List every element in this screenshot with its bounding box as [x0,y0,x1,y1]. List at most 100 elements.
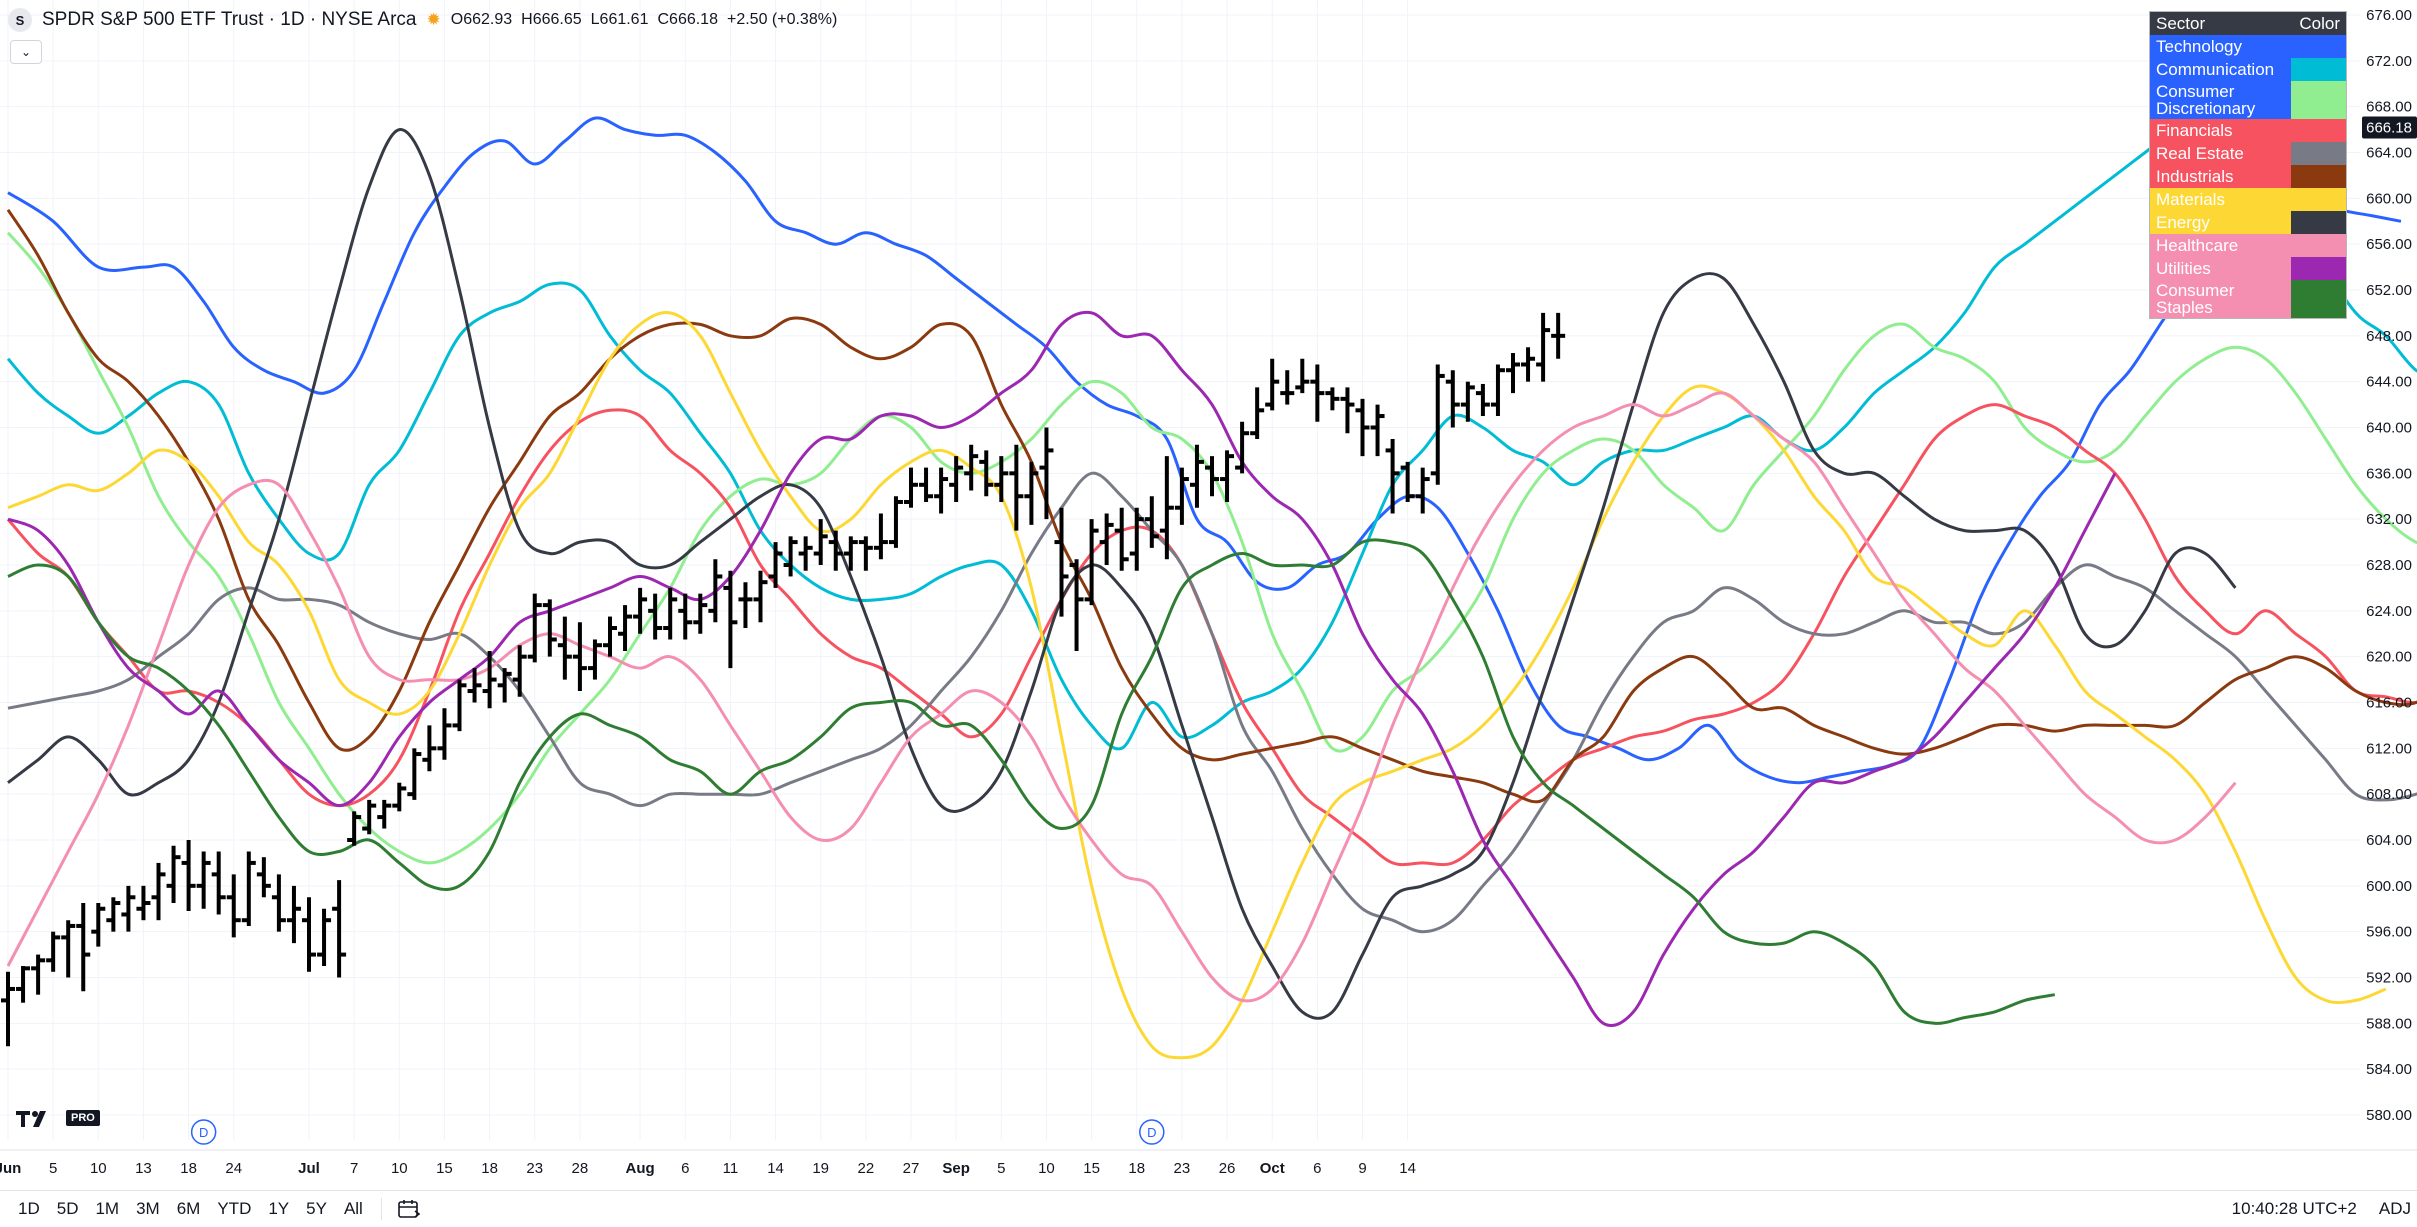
timeframe-button-all[interactable]: All [343,1199,363,1218]
calendar-goto-icon[interactable] [396,1198,422,1220]
time-axis[interactable]: Jun 5 10 13 18 24 Jul 7 10 15 18 23 28 Aug 6 11 14 19 22 27… [0,1149,2417,1177]
price-axis[interactable]: 580.00 584.00 588.00 592.00 596.00 600.00 604.… [2362,7,2417,1124]
legend-sector-label: Industrials [2156,167,2234,186]
market-session-icon[interactable]: ✹ [426,10,441,29]
bottom-right-status: 10:40:28 UTC+2 ADJ [2232,1191,2417,1227]
ohlc-bar [392,782,407,812]
ohlc-bar [1521,347,1536,382]
time-tick-label: 24 [225,1160,242,1177]
time-tick-label: Sep [942,1160,970,1177]
ohlc-bar [1235,421,1250,474]
price-tick-label: 604.00 [2366,832,2412,849]
time-tick-label: 15 [436,1160,453,1177]
ohlc-bar [919,467,934,502]
low-value: L661.61 [590,11,649,28]
ohlc-bar [1205,456,1219,497]
last-price-badge [2362,116,2417,139]
sector-line-industrials [6,208,2417,804]
timeframe-button-1m[interactable]: 1M [95,1199,120,1218]
last-price-label[interactable]: 666.18 [2362,116,2417,139]
symbol-logo[interactable]: S [8,8,32,32]
chevron-down-icon: ⌄ [20,45,32,59]
ohlc-bar [271,874,286,932]
adj-toggle[interactable]: ADJ [2378,1199,2411,1218]
legend-row: Utilities [2150,257,2346,280]
ohlc-bar [693,593,708,634]
price-tick-label: 600.00 [2366,878,2412,895]
ohlc-bar [347,811,362,846]
legend-row: Consumer Discretionary [2150,81,2346,119]
legend-sector-label: Materials [2156,190,2225,209]
collapse-legend-button[interactable]: ⌄ [10,40,42,64]
timeframe-button-5y[interactable]: 5Y [306,1199,327,1218]
legend-header: Sector Color [2150,12,2346,35]
legend-sector-label: Real Estate [2156,144,2244,163]
ohlc-bar [828,530,843,571]
time-tick-label: 28 [572,1160,589,1177]
ohlc-bar [1054,507,1069,617]
ohlc-bar [1415,467,1430,514]
ohlc-bar [572,622,587,692]
legend-sector-label: Financials [2156,121,2233,140]
ohlc-bar [798,536,813,571]
ohlc-bar [181,840,196,912]
legend-row: Consumer Staples [2150,280,2346,318]
ohlc-bar [1385,438,1400,514]
time-tick-label: 10 [90,1160,107,1177]
ohlc-values: O662.93 H666.65 L661.61 C666.18 +2.50 (+… [451,11,838,29]
legend-row: Technology [2150,35,2346,58]
open-value: O662.93 [450,11,513,28]
price-tick-label: 596.00 [2366,924,2412,941]
ohlc-bar [904,467,918,508]
ohlc-bar [1159,456,1174,560]
ohlc-bar [1325,387,1340,411]
legend-row: Industrials [2150,165,2346,188]
ohlc-bar [603,616,617,657]
legend-row: Communication [2150,58,2346,81]
ohlc-bar [136,885,151,921]
clock[interactable]: 10:40:28 UTC+2 [2231,1199,2357,1218]
legend-sector-label: Energy [2156,213,2210,232]
ohlc-bar [542,599,557,657]
ohlc-bar [437,708,452,760]
ohlc-bar [1174,467,1189,525]
dividend-marker[interactable]: D [190,1119,217,1145]
ohlc-bar [843,536,858,571]
ohlc-bar [241,851,256,926]
timeframe-button-6m[interactable]: 6M [176,1199,201,1218]
timeframe-button-5d[interactable]: 5D [56,1199,79,1218]
tradingview-logo[interactable]: PRO [16,1108,100,1128]
ohlc-bar [723,570,738,669]
timeframe-button-ytd[interactable]: YTD [217,1199,252,1218]
legend-row: Materials [2150,188,2346,211]
time-tick-label: 19 [812,1160,829,1177]
timeframe-button-1y[interactable]: 1Y [268,1199,290,1218]
sector-legend-table: Sector Color Technology Communication Cons… [2149,11,2347,319]
time-tick-label: 14 [1399,1160,1416,1177]
time-tick-label: 18 [180,1160,197,1177]
symbol-title[interactable]: SPDR S&P 500 ETF Trust · 1D · NYSE Arca [42,9,417,30]
ohlc-bar [332,880,347,978]
ohlc-bar [1310,364,1325,422]
ohlc-bar [31,954,46,995]
legend-color-swatch [2291,188,2346,211]
timeframe-button-1d[interactable]: 1D [18,1199,40,1218]
price-tick-label: 592.00 [2366,970,2412,987]
legend-header-color: Color [2299,14,2340,33]
ohlc-bar [708,559,723,623]
time-tick-label: 22 [858,1160,875,1177]
dividend-marker[interactable]: D [1139,1119,1165,1145]
time-tick-label: 7 [350,1160,358,1177]
legend-color-swatch [2291,119,2346,142]
ohlc-bar [1084,519,1099,606]
price-tick-label: 584.00 [2366,1061,2412,1078]
price-tick-label: 580.00 [2366,1107,2412,1124]
time-tick-label: 14 [767,1160,784,1177]
sector-line-financials [6,403,2417,867]
ohlc-bar [452,679,467,732]
time-tick-label: Jun [0,1160,21,1177]
timeframe-button-3m[interactable]: 3M [136,1199,160,1218]
bottom-toolbar: 1D 5D 1M 3M 6M YTD 1Y 5Y All 10:40:28 UTC+2 ADJ [0,1190,2417,1227]
ohlc-bar [1355,398,1370,457]
